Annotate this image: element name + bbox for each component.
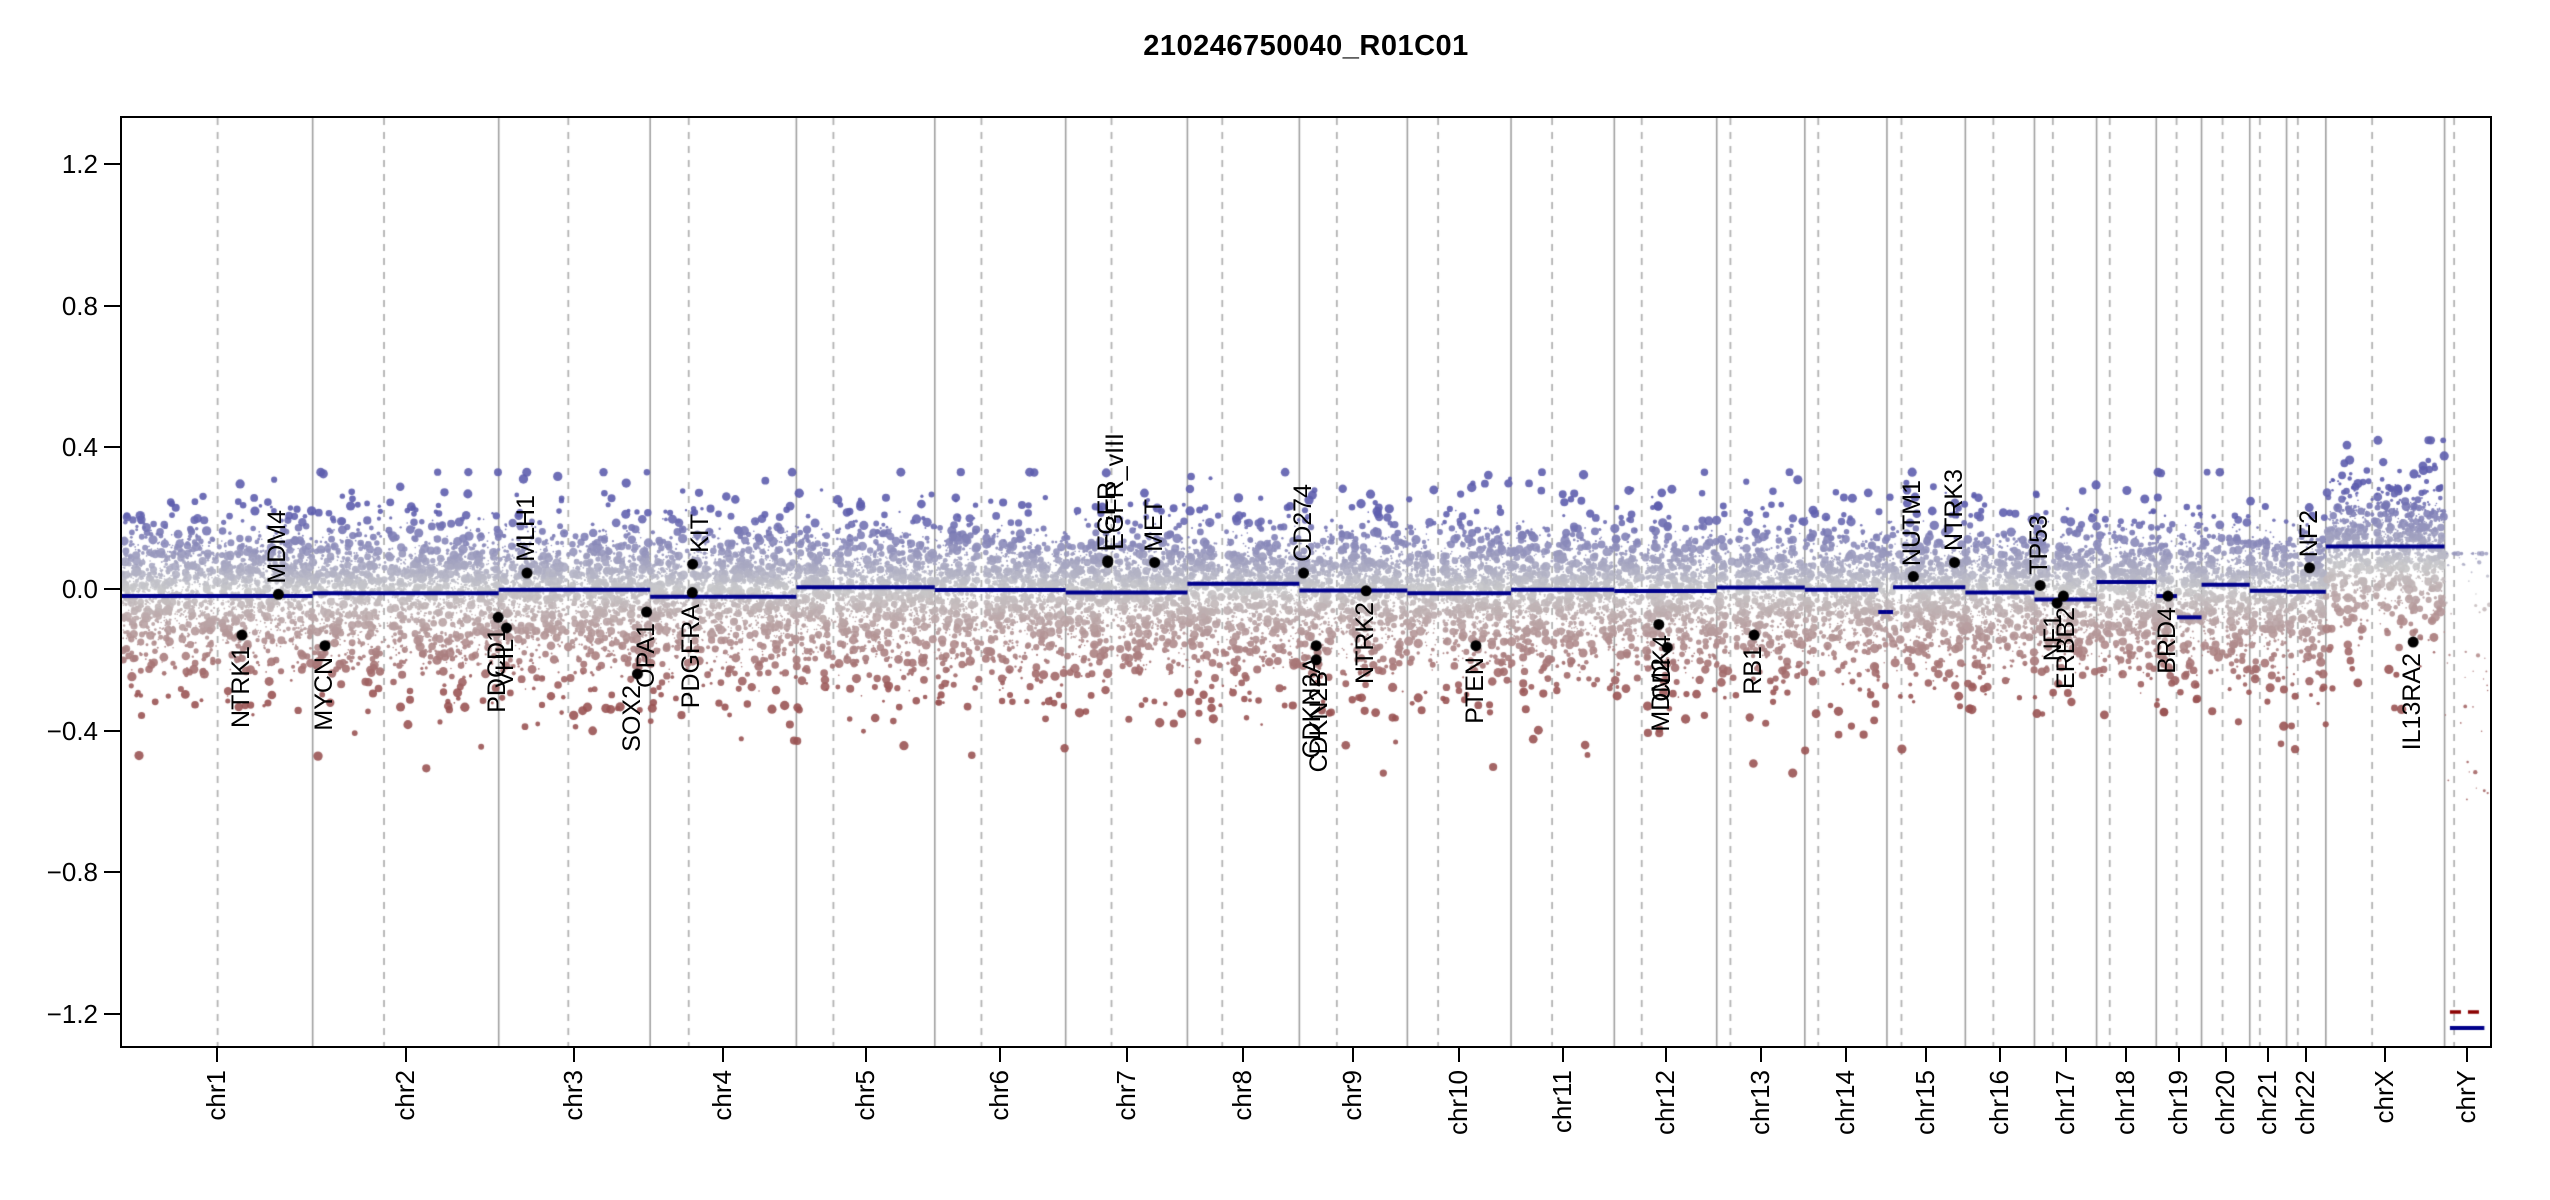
y-tick-label: −0.8	[46, 857, 98, 888]
gene-label: NF2	[2294, 509, 2323, 557]
gene-label: IL13RA2	[2398, 653, 2427, 751]
gene-label: MYCN	[309, 656, 338, 731]
y-tick-label: 0.4	[61, 432, 98, 463]
chr-tick-label: chr16	[1983, 1070, 2014, 1136]
chr-tick-mark	[864, 1046, 867, 1062]
chr-tick-mark	[216, 1046, 219, 1062]
chr-tick-label: chr2	[389, 1070, 420, 1121]
chr-tick-label: chr1	[201, 1070, 232, 1121]
y-tick-label: −1.2	[46, 998, 98, 1029]
chr-tick-mark	[999, 1046, 1002, 1062]
gene-label: NTRK3	[1939, 469, 1968, 552]
chr-tick-label: chr20	[2209, 1070, 2240, 1136]
chr-tick-label: chr17	[2049, 1070, 2080, 1136]
gene-label: KIT	[685, 514, 714, 554]
gene-label: NTRK1	[226, 646, 255, 728]
y-tick-label: 1.2	[61, 149, 98, 180]
chr-tick-mark	[2177, 1046, 2180, 1062]
y-tick-mark	[104, 588, 122, 590]
chr-tick-mark	[2466, 1046, 2469, 1062]
chr-tick-label: chr6	[984, 1070, 1015, 1121]
chr-tick-label: chr4	[707, 1070, 738, 1121]
chr-tick-mark	[2125, 1046, 2128, 1062]
gene-label: SOX2	[618, 684, 647, 752]
plot-border	[120, 116, 2492, 1048]
gene-label: MDM4	[263, 509, 292, 584]
gene-label: PTEN	[1460, 656, 1489, 724]
y-tick-mark	[104, 163, 122, 166]
chr-tick-label: chr19	[2162, 1070, 2193, 1136]
chr-tick-mark	[2224, 1046, 2227, 1062]
y-tick-mark	[104, 729, 122, 732]
chr-tick-mark	[1125, 1046, 1128, 1062]
chr-tick-mark	[1759, 1046, 1762, 1062]
gene-label: VHL	[491, 638, 520, 688]
y-tick-label: 0.0	[61, 574, 98, 604]
gene-label: PDGFRA	[677, 603, 706, 708]
chr-tick-label: chr12	[1649, 1070, 1680, 1136]
chr-tick-label: chr15	[1910, 1070, 1941, 1136]
chr-tick-mark	[1925, 1046, 1928, 1062]
chr-tick-label: chr8	[1227, 1070, 1258, 1121]
chr-tick-label: chr22	[2290, 1070, 2321, 1136]
gene-label: BRD4	[2153, 607, 2181, 674]
y-tick-mark	[104, 871, 122, 874]
chr-tick-mark	[404, 1046, 407, 1062]
chr-tick-label: chr18	[2110, 1070, 2141, 1136]
chr-tick-mark	[1242, 1046, 1245, 1062]
cnv-scatter-canvas	[122, 118, 2490, 1046]
chr-tick-label: chr11	[1546, 1070, 1577, 1134]
chr-tick-mark	[1352, 1046, 1355, 1062]
chr-tick-label: chr13	[1744, 1070, 1775, 1136]
chr-tick-label: chr21	[2252, 1070, 2283, 1136]
chr-tick-mark	[2305, 1046, 2308, 1062]
chr-tick-label: chr5	[849, 1070, 880, 1121]
gene-label: ERBB2	[2052, 607, 2081, 690]
y-tick-label: −0.4	[46, 715, 98, 746]
chr-tick-mark	[1664, 1046, 1667, 1062]
chr-tick-mark	[1998, 1046, 2001, 1062]
chr-tick-label: chrY	[2451, 1070, 2482, 1124]
chr-tick-mark	[1561, 1046, 1564, 1062]
chr-tick-mark	[573, 1046, 576, 1062]
y-tick-mark	[104, 1012, 122, 1015]
y-tick-mark	[104, 446, 122, 449]
gene-label: CDKN2B	[1305, 670, 1334, 773]
gene-label: OPA1	[631, 623, 660, 688]
chr-tick-mark	[1844, 1046, 1847, 1062]
gene-label: MDM2	[1647, 658, 1676, 733]
chr-tick-label: chr14	[1829, 1070, 1860, 1136]
plot-title: 210246750040_R01C01	[1143, 30, 1469, 62]
chr-tick-label: chr10	[1443, 1070, 1474, 1136]
gene-label: CD274	[1288, 484, 1317, 563]
chr-tick-mark	[722, 1046, 725, 1062]
chr-tick-mark	[1458, 1046, 1461, 1062]
gene-label: EGFR_vIII	[1100, 433, 1129, 550]
chr-tick-label: chr9	[1337, 1070, 1368, 1121]
chr-tick-label: chr7	[1110, 1070, 1141, 1121]
y-tick-mark	[104, 304, 122, 307]
y-tick-label: 0.8	[61, 290, 98, 321]
gene-label: NTRK2	[1351, 601, 1380, 684]
gene-label: TP53	[2025, 514, 2054, 575]
chr-tick-label: chr3	[558, 1070, 589, 1121]
gene-label: MLH1	[511, 495, 540, 563]
chr-tick-mark	[2064, 1046, 2067, 1062]
gene-label: NUTM1	[1898, 479, 1927, 566]
gene-label: MET	[1139, 498, 1168, 552]
chr-tick-mark	[2267, 1046, 2270, 1062]
gene-label: RB1	[1739, 646, 1768, 695]
chr-tick-label: chrX	[2369, 1070, 2400, 1124]
chr-tick-mark	[2384, 1046, 2387, 1062]
